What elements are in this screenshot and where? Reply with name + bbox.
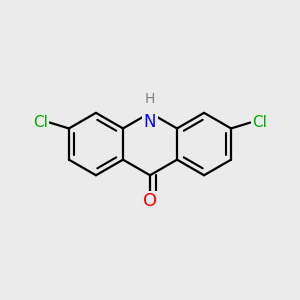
Text: Cl: Cl bbox=[252, 115, 267, 130]
Text: Cl: Cl bbox=[33, 115, 48, 130]
Text: N: N bbox=[144, 112, 156, 130]
Text: O: O bbox=[143, 192, 157, 210]
Text: H: H bbox=[145, 92, 155, 106]
